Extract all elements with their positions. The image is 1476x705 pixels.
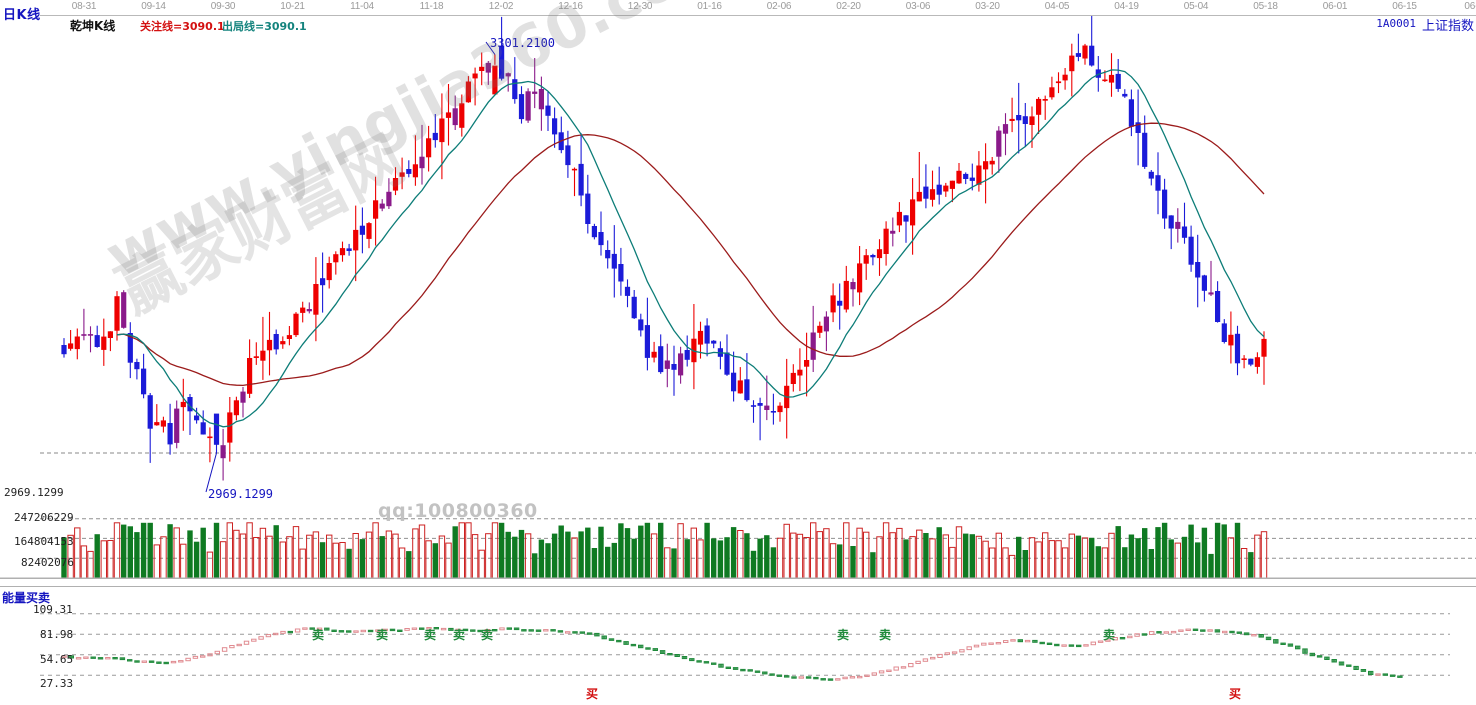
date-tick: 04-05 [1044,1,1070,12]
volume-baseline [0,578,1476,579]
panel-divider [0,586,1476,587]
sell-signal-marker: 卖 [836,628,850,642]
date-tick: 06-01 [1322,1,1348,12]
axis-rule [40,15,1476,16]
buy-signal-marker: 买 [1228,687,1242,701]
security-code-label: 1A0001 [1376,17,1416,30]
date-tick: 09-14 [141,1,166,12]
daily-kline-label[interactable]: 日K线 [3,8,41,23]
date-tick: 03-20 [975,1,1000,12]
date-tick: 12-02 [488,1,514,12]
candlestick-plot [0,16,1476,493]
energy-axis-label-4: 27.33 [40,677,74,690]
energy-axis-label-3: 54.65 [40,653,74,666]
sell-signal-marker: 卖 [1102,628,1116,642]
high-price-callout: 3301.2100 [490,36,556,50]
energy-chart-panel[interactable] [0,588,1476,705]
date-tick: 06-2 [1464,1,1476,12]
date-tick: 05-04 [1183,1,1209,12]
date-tick: 01-16 [697,1,722,12]
date-tick: 06-15 [1392,1,1417,12]
buy-signal-marker: 买 [585,687,599,701]
price-chart-panel[interactable] [0,16,1476,500]
date-tick: 09-30 [210,1,236,12]
sell-signal-marker: 卖 [480,628,494,642]
volume-chart-panel[interactable] [0,500,1476,580]
date-tick: 08-31 [71,1,97,12]
energy-plot [40,613,1450,681]
date-axis: 08-31 09-14 09-30 10-21 11-04 11-18 12-02 12-16… [0,0,1476,16]
volume-axis-label-high: 247206229 [14,511,74,524]
exit-line-label: 出局线=3090.1 [222,20,307,33]
security-name-label: 上证指数 [1421,19,1474,34]
volume-plot [0,518,1476,579]
date-tick: 05-18 [1253,1,1278,12]
date-tick: 11-04 [350,1,374,12]
date-tick: 02-06 [766,1,792,12]
system-name-label: 乾坤K线 [70,19,116,33]
date-tick: 11-18 [419,1,444,12]
sell-signal-marker: 卖 [375,628,389,642]
sell-signal-marker: 卖 [311,628,325,642]
sell-signal-marker: 卖 [423,628,437,642]
energy-panel-title: 能量买卖 [2,591,51,605]
date-tick: 12-16 [558,1,583,12]
energy-axis-label-2: 81.98 [40,628,74,641]
volume-axis-label-low: 82402076 [21,556,74,569]
date-tick: 04-19 [1114,1,1139,12]
volume-axis-label-mid: 164804153 [14,535,74,548]
date-tick: 02-20 [836,1,861,12]
energy-axis-label-1: 109.31 [33,603,73,616]
sell-signal-marker: 卖 [878,628,892,642]
price-low-axis-label: 2969.1299 [4,486,64,499]
date-tick: 12-30 [627,1,653,12]
watch-line-label: 关注线=3090.1 [140,20,225,33]
date-tick: 10-21 [280,1,305,12]
sell-signal-marker: 卖 [452,628,466,642]
low-price-callout: 2969.1299 [208,487,274,501]
date-tick: 03-06 [905,1,931,12]
